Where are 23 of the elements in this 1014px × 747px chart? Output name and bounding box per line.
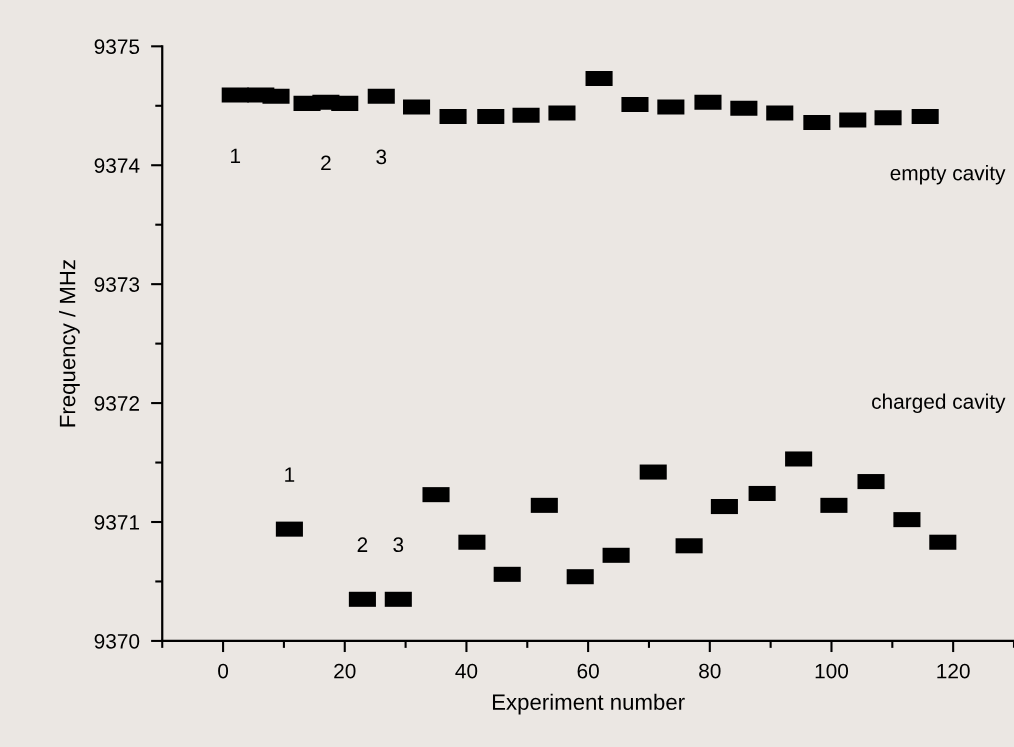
y-tick-label: 9374	[94, 158, 140, 173]
annotation: 3	[376, 149, 387, 165]
x-tick-label: 100	[815, 663, 849, 679]
annotation: 1	[285, 467, 295, 482]
y-tick-label: 9370	[94, 633, 140, 649]
y-tick-label: 9375	[94, 39, 140, 55]
x-tick-label: 120	[937, 663, 970, 679]
y-tick-label: 9372	[94, 396, 139, 411]
x-tick-label: 40	[455, 663, 478, 679]
x-axis-title: Experiment number	[492, 693, 685, 715]
x-tick-label: 20	[334, 663, 356, 679]
x-tick-label: 0	[218, 663, 229, 679]
x-tick-label: 80	[699, 663, 721, 679]
annotation: 3	[393, 537, 404, 553]
annotation: 1	[231, 148, 241, 163]
y-tick-label: 9371	[94, 515, 140, 530]
annotation: 2	[357, 537, 368, 552]
y-tick-label: 9373	[94, 277, 140, 292]
y-axis-title: Frequency / MHz	[59, 260, 80, 427]
x-tick-label: 60	[577, 663, 599, 679]
text: charged cavity	[872, 393, 1006, 414]
annotation: 2	[321, 155, 331, 171]
series-label: empty cavity	[890, 165, 1006, 185]
